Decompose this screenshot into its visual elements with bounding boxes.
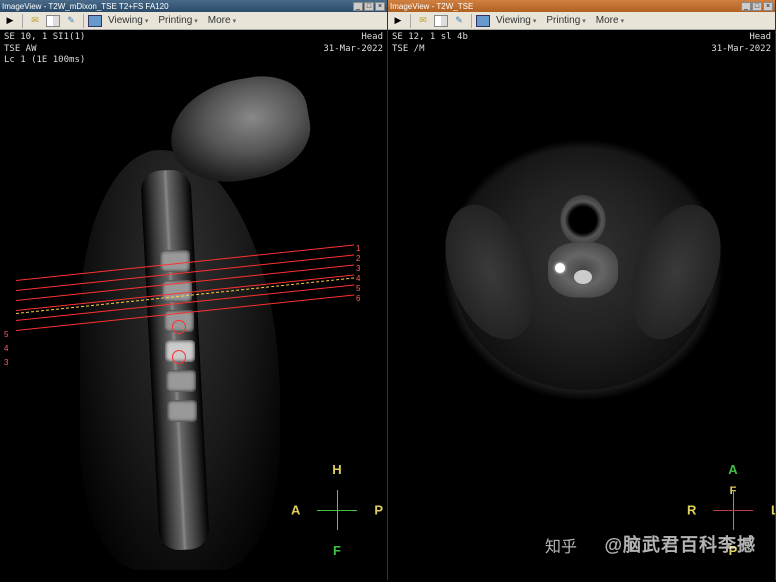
slice-number: 3 — [356, 264, 360, 273]
viewport-sagittal: ImageView - T2W_mDixon_TSE T2+FS FA120 _… — [0, 0, 388, 580]
overlay-line: 31-Mar-2022 — [711, 44, 771, 56]
close-button[interactable]: × — [375, 2, 385, 11]
orient-label: A — [728, 462, 737, 477]
mri-axial — [408, 100, 758, 440]
mail-icon[interactable]: ✉ — [27, 14, 43, 28]
minimize-button[interactable]: _ — [353, 2, 363, 11]
slice-number: 3 — [4, 358, 8, 367]
slice-marker[interactable] — [172, 350, 186, 364]
printing-menu[interactable]: Printing — [154, 15, 201, 26]
tool-icon-1[interactable] — [45, 14, 61, 28]
overlay-line: Head — [711, 32, 771, 44]
slice-number: 5 — [356, 284, 360, 293]
layout-icon[interactable] — [476, 15, 490, 27]
slice-number: 2 — [356, 254, 360, 263]
overlay-line: Lc 1 (1E 100ms) — [4, 55, 85, 67]
viewing-menu[interactable]: Viewing — [492, 15, 540, 26]
orient-label: F — [333, 543, 341, 558]
mri-sagittal — [50, 70, 330, 560]
orient-label: H — [332, 462, 341, 477]
more-menu[interactable]: More — [592, 15, 628, 26]
overlay-line: Head — [323, 32, 383, 44]
mail-icon[interactable]: ✉ — [415, 14, 431, 28]
orient-label: P — [374, 503, 383, 518]
maximize-button[interactable]: □ — [364, 2, 374, 11]
window-title: ImageView - T2W_TSE — [390, 2, 740, 11]
play-icon[interactable]: ▶ — [2, 14, 18, 28]
viewport-axial: ImageView - T2W_TSE _ □ × ▶ ✉ ✎ Viewing … — [388, 0, 776, 580]
slice-marker[interactable] — [172, 320, 186, 334]
slice-number: 6 — [356, 294, 360, 303]
overlay-line: TSE AW — [4, 44, 85, 56]
slice-number: 4 — [4, 344, 8, 353]
overlay-line: SE 12, 1 sl 4b — [392, 32, 468, 44]
overlay-line: SE 10, 1 SI1(1) — [4, 32, 85, 44]
orientation-widget[interactable]: H F A P — [307, 480, 367, 540]
overlay-line: TSE /M — [392, 44, 468, 56]
overlay-top-left: SE 10, 1 SI1(1) TSE AW Lc 1 (1E 100ms) — [4, 32, 85, 67]
layout-icon[interactable] — [88, 15, 102, 27]
slice-number: 4 — [356, 274, 360, 283]
titlebar-right[interactable]: ImageView - T2W_TSE _ □ × — [388, 0, 775, 12]
close-button[interactable]: × — [763, 2, 773, 11]
window-title: ImageView - T2W_mDixon_TSE T2+FS FA120 — [2, 2, 352, 11]
maximize-button[interactable]: □ — [752, 2, 762, 11]
orient-label: L — [771, 503, 775, 518]
separator — [22, 14, 23, 28]
image-area-axial[interactable]: SE 12, 1 sl 4b TSE /M Head 31-Mar-2022 A… — [388, 30, 775, 580]
overlay-top-right: Head 31-Mar-2022 — [323, 32, 383, 55]
separator — [410, 14, 411, 28]
toolbar-right: ▶ ✉ ✎ Viewing Printing More — [388, 12, 775, 30]
viewing-menu[interactable]: Viewing — [104, 15, 152, 26]
orient-label: A — [291, 503, 300, 518]
play-icon[interactable]: ▶ — [390, 14, 406, 28]
tool-icon-1[interactable] — [433, 14, 449, 28]
orient-label: R — [687, 503, 696, 518]
tool-icon-2[interactable]: ✎ — [63, 14, 79, 28]
image-area-sagittal[interactable]: SE 10, 1 SI1(1) TSE AW Lc 1 (1E 100ms) H… — [0, 30, 387, 580]
tool-icon-2[interactable]: ✎ — [451, 14, 467, 28]
zhihu-watermark: 知乎 — [545, 533, 577, 557]
separator — [471, 14, 472, 28]
author-watermark: @脑武君百科李撼 — [604, 531, 756, 557]
overlay-top-left: SE 12, 1 sl 4b TSE /M — [392, 32, 468, 55]
titlebar-left[interactable]: ImageView - T2W_mDixon_TSE T2+FS FA120 _… — [0, 0, 387, 12]
more-menu[interactable]: More — [204, 15, 240, 26]
slice-number: 1 — [356, 244, 360, 253]
overlay-top-right: Head 31-Mar-2022 — [711, 32, 771, 55]
printing-menu[interactable]: Printing — [542, 15, 589, 26]
minimize-button[interactable]: _ — [741, 2, 751, 11]
overlay-line: 31-Mar-2022 — [323, 44, 383, 56]
slice-number: 5 — [4, 330, 8, 339]
toolbar-left: ▶ ✉ ✎ Viewing Printing More — [0, 12, 387, 30]
separator — [83, 14, 84, 28]
